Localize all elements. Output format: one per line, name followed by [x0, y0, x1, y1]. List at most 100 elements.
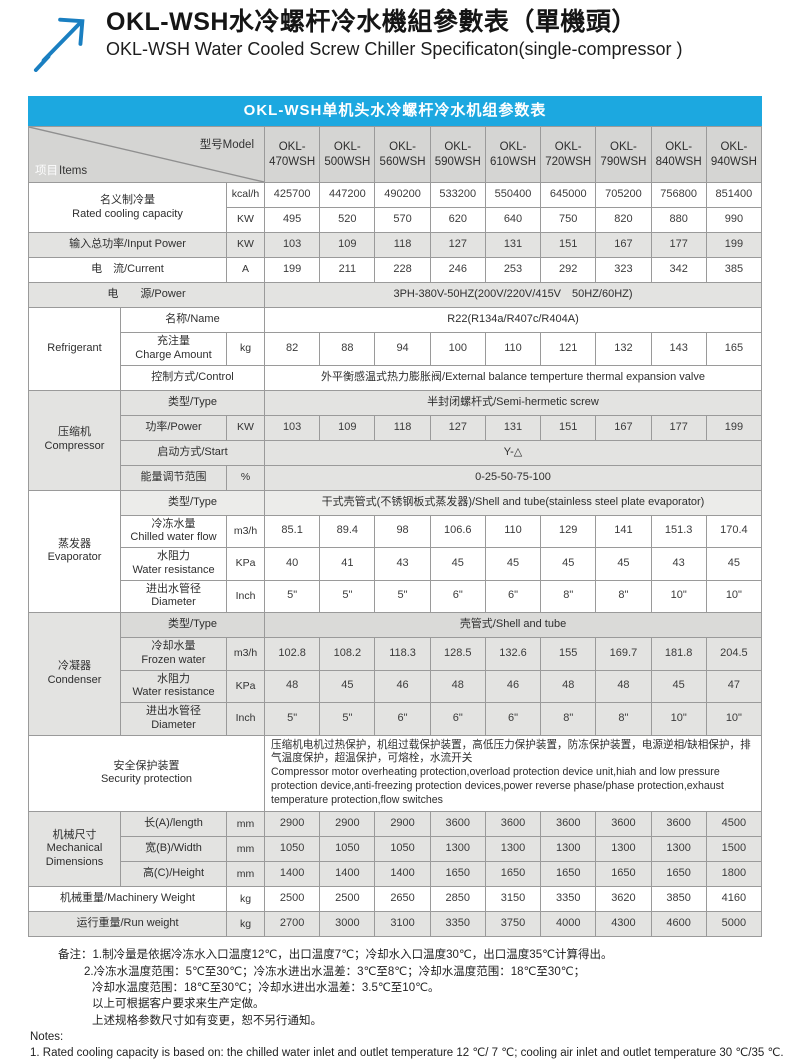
value-cell: 425700: [264, 182, 321, 208]
unit-cell: Inch: [225, 579, 266, 613]
value-cell: 40: [264, 547, 321, 581]
row-label-cell: 冷却水量 Frozen water: [120, 637, 227, 671]
model-header-row: 项目Items 型号Model OKL- 470WSH OKL- 500WSH OK…: [27, 126, 763, 183]
value-cell: 3600: [595, 811, 652, 838]
text-value-cell: 半封闭螺杆式/Semi-hermetic screw: [264, 389, 762, 416]
value-cell: 1050: [374, 836, 431, 863]
row-label-cell: 机械重量/Machinery Weight: [28, 886, 227, 913]
unit-cell: KPa: [225, 547, 266, 581]
model-label: 型号Model: [199, 139, 255, 151]
text-value-cell: 壳管式/Shell and tube: [264, 612, 762, 638]
value-cell: 756800: [650, 182, 707, 208]
value-cell: 495: [264, 207, 321, 233]
value-cell: 131: [484, 232, 542, 258]
spec-table-body: 名义制冷量 Rated cooling capacity kcal/h 425700…: [27, 182, 763, 938]
table-row: 名义制冷量 Rated cooling capacity kcal/h 425700…: [28, 182, 763, 233]
table-row: 充注量 Charge Amount kg 82 88 94 100 110 121 132 143…: [29, 332, 763, 366]
value-cell: 2900: [374, 811, 431, 838]
unit-cell: KW: [225, 414, 266, 441]
unit-cell: mm: [225, 861, 266, 888]
value-cell: 2650: [374, 886, 431, 913]
value-cell: 2500: [319, 886, 376, 913]
value-cell: 447200: [319, 182, 376, 208]
value-cell: 98: [374, 514, 431, 548]
value-cell: 1050: [319, 836, 376, 863]
value-cell: 85.1: [264, 514, 321, 548]
value-cell: 6": [484, 579, 542, 613]
value-cell: 100: [429, 332, 486, 366]
value-cell: 132: [595, 332, 652, 366]
value-cell: 2850: [429, 886, 486, 913]
model-header-cell: OKL- 840WSH: [650, 126, 707, 183]
note-line: Notes:: [30, 1030, 64, 1043]
value-cell: 8": [595, 702, 652, 736]
value-cell: 851400: [705, 182, 763, 208]
value-cell: 110: [484, 332, 542, 366]
value-cell: 6": [429, 579, 486, 613]
value-cell: 533200: [429, 182, 486, 208]
unit-cell: KPa: [225, 669, 266, 703]
value-cell: 204.5: [705, 637, 763, 671]
value-cell: 4000: [540, 911, 597, 938]
value-cell: 520: [319, 207, 376, 233]
note-line: 1. Rated cooling capacity is based on: t…: [30, 1047, 784, 1060]
value-cell: 167: [595, 232, 652, 258]
row-label-cell: 冷冻水量 Chilled water flow: [120, 514, 227, 548]
text-value-cell: R22(R134a/R407c/R404A): [264, 307, 762, 333]
model-header-cell: OKL- 610WSH: [484, 126, 542, 183]
value-cell: 990: [705, 207, 763, 233]
diagonal-divider: [29, 127, 265, 182]
value-cell: 342: [650, 257, 707, 283]
unit-cell: mm: [225, 811, 266, 838]
value-cell: 10": [650, 702, 707, 736]
value-cell: 1500: [705, 836, 763, 863]
value-cell: 3350: [429, 911, 486, 938]
value-cell: 1300: [650, 836, 707, 863]
model-header-cell: OKL- 590WSH: [429, 126, 486, 183]
row-label-cell: 电 流/Current: [28, 257, 227, 283]
value-cell: 6": [374, 702, 431, 736]
value-cell: 131: [484, 414, 542, 441]
value-cell: 550400: [484, 182, 542, 208]
value-cell: 292: [540, 257, 597, 283]
value-cell: 5": [264, 579, 321, 613]
value-cell: 2500: [264, 886, 321, 913]
value-cell: 490200: [374, 182, 431, 208]
value-cell: 118: [374, 232, 431, 258]
row-label-cell: 充注量 Charge Amount: [120, 332, 227, 366]
model-header-cell: OKL- 790WSH: [595, 126, 652, 183]
value-cell: 880: [650, 207, 707, 233]
value-cell: 4160: [705, 886, 763, 913]
value-cell: 8": [595, 579, 652, 613]
value-cell: 106.6: [429, 514, 486, 548]
group-label-cell: 冷凝器 Condenser: [28, 612, 121, 736]
unit-cell: kcal/h: [225, 182, 266, 208]
value-cell: 570: [374, 207, 431, 233]
value-cell: 167: [595, 414, 652, 441]
value-cell: 45: [429, 547, 486, 581]
value-cell: 169.7: [595, 637, 652, 671]
value-cell: 3100: [374, 911, 431, 938]
value-cell: 155: [540, 637, 597, 671]
row-label-cell: 启动方式/Start: [119, 439, 266, 466]
value-cell: 10": [650, 579, 707, 613]
text-value-cell: 3PH-380V-50HZ(200V/220V/415V 50HZ/60HZ): [264, 282, 762, 308]
value-cell: 88: [319, 332, 376, 366]
value-cell: 151: [540, 414, 597, 441]
unit-cell: KW: [225, 232, 266, 258]
value-cell: 143: [650, 332, 707, 366]
table-banner-title: OKL-WSH单机头水冷螺杆冷水机组参数表: [28, 96, 762, 126]
group-label-cell: 压缩机 Compressor: [28, 389, 121, 491]
value-cell: 1400: [374, 861, 431, 888]
value-cell: 2700: [264, 911, 321, 938]
value-cell: 1300: [484, 836, 542, 863]
value-cell: 4300: [595, 911, 652, 938]
value-cell: 3850: [650, 886, 707, 913]
row-label-cell: 水阻力 Water resistance: [120, 547, 227, 581]
value-cell: 43: [374, 547, 431, 581]
table-row: 安全保护装置 Security protection 压缩机电机过热保护，机组过载…: [27, 734, 762, 813]
value-cell: 820: [595, 207, 652, 233]
row-label-cell: 电 源/Power: [27, 282, 266, 308]
value-cell: 199: [705, 414, 763, 441]
value-cell: 1400: [319, 861, 376, 888]
